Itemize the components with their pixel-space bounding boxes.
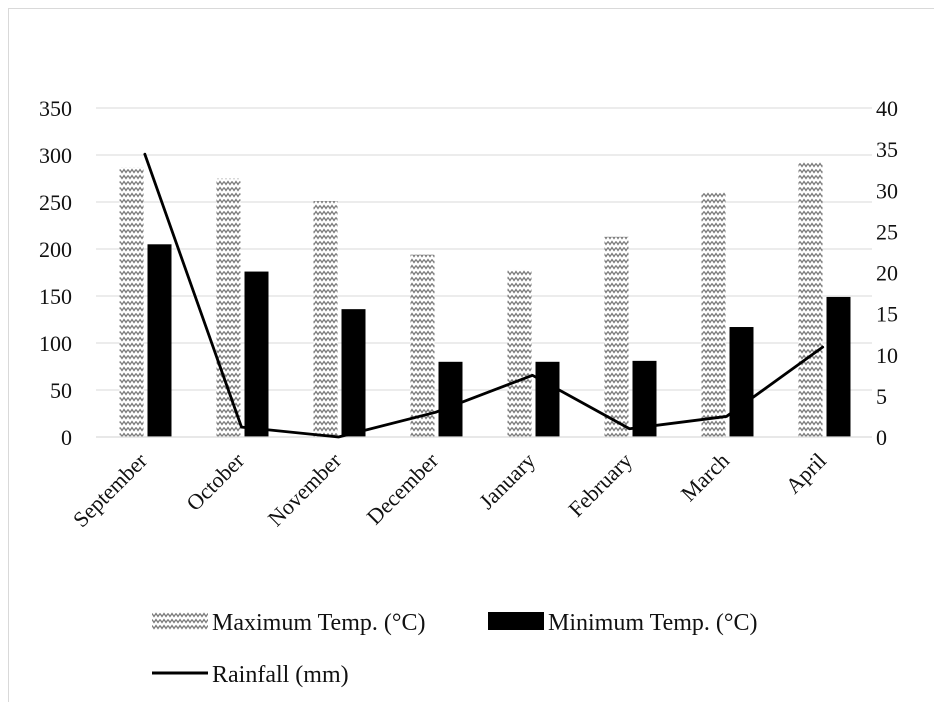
bar-max-temp (701, 192, 726, 437)
y-right-tick-label: 0 (876, 425, 887, 450)
y-left-tick-label: 50 (50, 378, 72, 403)
y-left-tick-label: 200 (39, 237, 72, 262)
bar-min-temp (341, 309, 366, 437)
bar-max-temp (119, 167, 144, 437)
rainfall-point (629, 428, 630, 430)
x-tick-label: October (181, 447, 249, 515)
rainfall-point (532, 374, 533, 376)
bar-min-temp (535, 361, 560, 437)
bar-min-temp (438, 361, 463, 437)
chart-frame (8, 8, 934, 702)
bar-min-temp (244, 271, 269, 437)
x-tick-label: September (68, 447, 153, 532)
y-right-tick-label: 25 (876, 219, 898, 244)
y-right-tick-label: 40 (876, 96, 898, 121)
legend-label-min-temp: Minimum Temp. (°C) (548, 610, 757, 636)
rainfall-line (143, 152, 825, 439)
x-tick-label: April (781, 448, 832, 499)
x-tick-label: November (263, 447, 347, 531)
y-left-tick-label: 0 (61, 425, 72, 450)
x-tick-label: January (474, 448, 540, 514)
rainfall-point (241, 426, 242, 428)
y-right-tick-label: 20 (876, 261, 898, 286)
legend: Maximum Temp. (°C) Minimum Temp. (°C) Rain… (152, 610, 757, 688)
bar-min-temp (632, 360, 657, 437)
rainfall-point (823, 346, 824, 348)
y-left-tick-label: 350 (39, 96, 72, 121)
bar-min-temp (826, 296, 851, 437)
x-tick-label: March (676, 448, 734, 506)
rainfall-point (144, 152, 145, 154)
rainfall-point (435, 411, 436, 413)
bar-max-temp (313, 201, 338, 437)
y-right-tick-label: 15 (876, 302, 898, 327)
bar-max-temp (410, 254, 435, 437)
legend-label-rainfall: Rainfall (mm) (212, 662, 349, 688)
legend-swatch-max-temp (152, 612, 208, 630)
y-left-tick-label: 250 (39, 190, 72, 215)
rainfall-point (726, 415, 727, 417)
y-right-tick-label: 10 (876, 343, 898, 368)
gridlines (96, 107, 872, 438)
y-right-tick-label: 35 (876, 137, 898, 162)
legend-label-max-temp: Maximum Temp. (°C) (212, 610, 425, 636)
bar-min-temp (147, 244, 172, 437)
bar-max-temp (216, 178, 241, 437)
bar-max-temp (604, 236, 629, 437)
bar-min-temp (729, 327, 754, 437)
y-left-tick-label: 300 (39, 143, 72, 168)
bar-max-temp (507, 269, 532, 437)
legend-swatch-min-temp (488, 612, 544, 630)
rainfall-point (338, 436, 339, 438)
y-right-tick-label: 5 (876, 384, 887, 409)
x-tick-label: December (361, 447, 443, 529)
y-left-tick-label: 150 (39, 284, 72, 309)
y-left-tick-label: 100 (39, 331, 72, 356)
x-tick-label: February (563, 448, 637, 522)
bar-max-temp (798, 161, 823, 437)
y-right-tick-label: 30 (876, 178, 898, 203)
